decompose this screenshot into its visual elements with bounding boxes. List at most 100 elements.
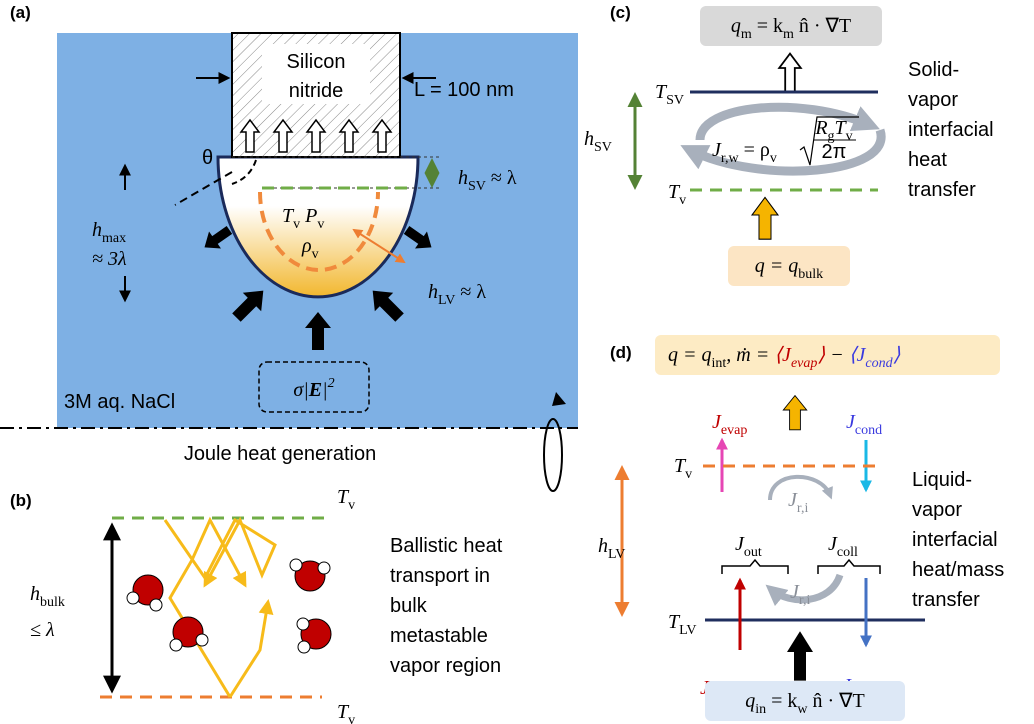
text-part: ≈ λ [455, 281, 486, 303]
j-out: Jout [735, 533, 762, 560]
j-evap: Jevap [712, 411, 747, 438]
text-part: evap [791, 356, 817, 371]
text-part: bulk [40, 595, 65, 610]
brace [722, 560, 788, 574]
water-molecules [127, 559, 331, 653]
description: transfer [908, 179, 976, 201]
text-part: cond [855, 423, 882, 438]
text-part: LV [608, 547, 625, 562]
tip-label: nitride [289, 80, 343, 102]
figure: Silicon nitride L = 100 nm θ Tv Pv ρv hm… [0, 0, 1034, 724]
description: vapor [908, 89, 958, 111]
t-lv: TLV [668, 611, 697, 638]
text-part: ⟩ [817, 344, 825, 366]
text-part: LV [438, 293, 455, 308]
description: heat [908, 149, 947, 171]
description: vapor [912, 499, 962, 521]
description: transfer [912, 589, 980, 611]
contact-angle: θ [202, 147, 213, 169]
text-part: n̂ · ∇T [794, 15, 851, 37]
j-rw-denominator: 2π [822, 141, 847, 163]
text-part: v [846, 129, 853, 144]
text-part: E [308, 379, 322, 401]
caption: Joule heat generation [184, 443, 376, 465]
rotation-symbol [544, 419, 562, 491]
description: metastable [390, 625, 488, 647]
h-bulk-value: ≤ λ [30, 619, 55, 641]
text-part: LV [679, 623, 696, 638]
text-part: , ṁ = [726, 344, 774, 366]
text-part: q = q [668, 344, 712, 366]
text-part: v [679, 193, 686, 208]
t-v: Tv [674, 455, 692, 482]
flux-arrow [783, 396, 806, 430]
text-part: SV [666, 93, 684, 108]
ballistic-paths [165, 520, 275, 697]
text-part: v [348, 498, 355, 513]
text-part: h [458, 167, 468, 189]
reflux-arrow [770, 477, 830, 500]
t-v: Tv [668, 181, 686, 208]
text-part: h [598, 535, 608, 557]
text-part: ⟩ [893, 344, 901, 366]
j-ri: Jr,i [788, 489, 808, 516]
q-in-arrow [787, 631, 813, 680]
text-part: v [685, 467, 692, 482]
description: Liquid- [912, 469, 972, 491]
text-part: = ρ [739, 139, 770, 161]
text-part: SV [594, 140, 612, 155]
text-part: = k [752, 15, 783, 37]
t-bottom: Tv [337, 701, 355, 724]
j-ri: Jr,i [790, 581, 810, 608]
t-top: Tv [337, 486, 355, 513]
description: interfacial [912, 529, 998, 551]
text-part: R [814, 117, 827, 139]
text-part: σ| [293, 379, 308, 401]
j-coll: Jcoll [828, 533, 858, 560]
text-part: P [300, 205, 317, 227]
q-bulk-arrow [752, 197, 778, 239]
h-sv: hSV [584, 128, 612, 155]
brace [818, 560, 880, 574]
text-part: n̂ · ∇T [808, 690, 865, 712]
text-part: m [741, 27, 752, 42]
text-part: v [317, 217, 324, 232]
panel-label: (a) [10, 3, 31, 22]
text-part: h [92, 219, 102, 241]
description: transport in [390, 565, 490, 587]
electrolyte: 3M aq. NaCl [64, 391, 175, 413]
text-part: r,i [797, 501, 809, 516]
text-part: q = q [755, 255, 799, 277]
text-part: bulk [798, 267, 823, 282]
text-part: m [783, 27, 794, 42]
text-part: r,w [721, 151, 740, 166]
page: {"panel_a":{"label":"(a)","tip_line1":"S… [0, 0, 1034, 724]
text-part: v [312, 247, 319, 262]
description: interfacial [908, 119, 994, 141]
text-part: q [745, 690, 755, 712]
text-part: SV [468, 179, 486, 194]
j-cond: Jcond [846, 411, 882, 438]
panel-label: (c) [610, 3, 631, 22]
panel-label: (b) [10, 491, 32, 510]
text-part: r,i [799, 593, 811, 608]
text-part: coll [837, 545, 858, 560]
text-part: = k [766, 690, 797, 712]
text-part: v [348, 713, 355, 724]
text-part: evap [721, 423, 747, 438]
text-part: v [293, 217, 300, 232]
description: Ballistic heat [390, 535, 503, 557]
text-part: q [731, 15, 741, 37]
q-m-arrow [779, 54, 801, 92]
text-part: out [744, 545, 762, 560]
description: Solid- [908, 59, 959, 81]
description: heat/mass [912, 559, 1004, 581]
text-part: 2 [328, 376, 335, 391]
text-part: ≈ λ [486, 167, 517, 189]
text-part: cond [865, 356, 893, 371]
text-part: − [825, 344, 849, 366]
tip-label: Silicon [287, 51, 346, 73]
text-part: h [30, 583, 40, 605]
description: bulk [390, 595, 428, 617]
text-part: max [102, 231, 126, 246]
